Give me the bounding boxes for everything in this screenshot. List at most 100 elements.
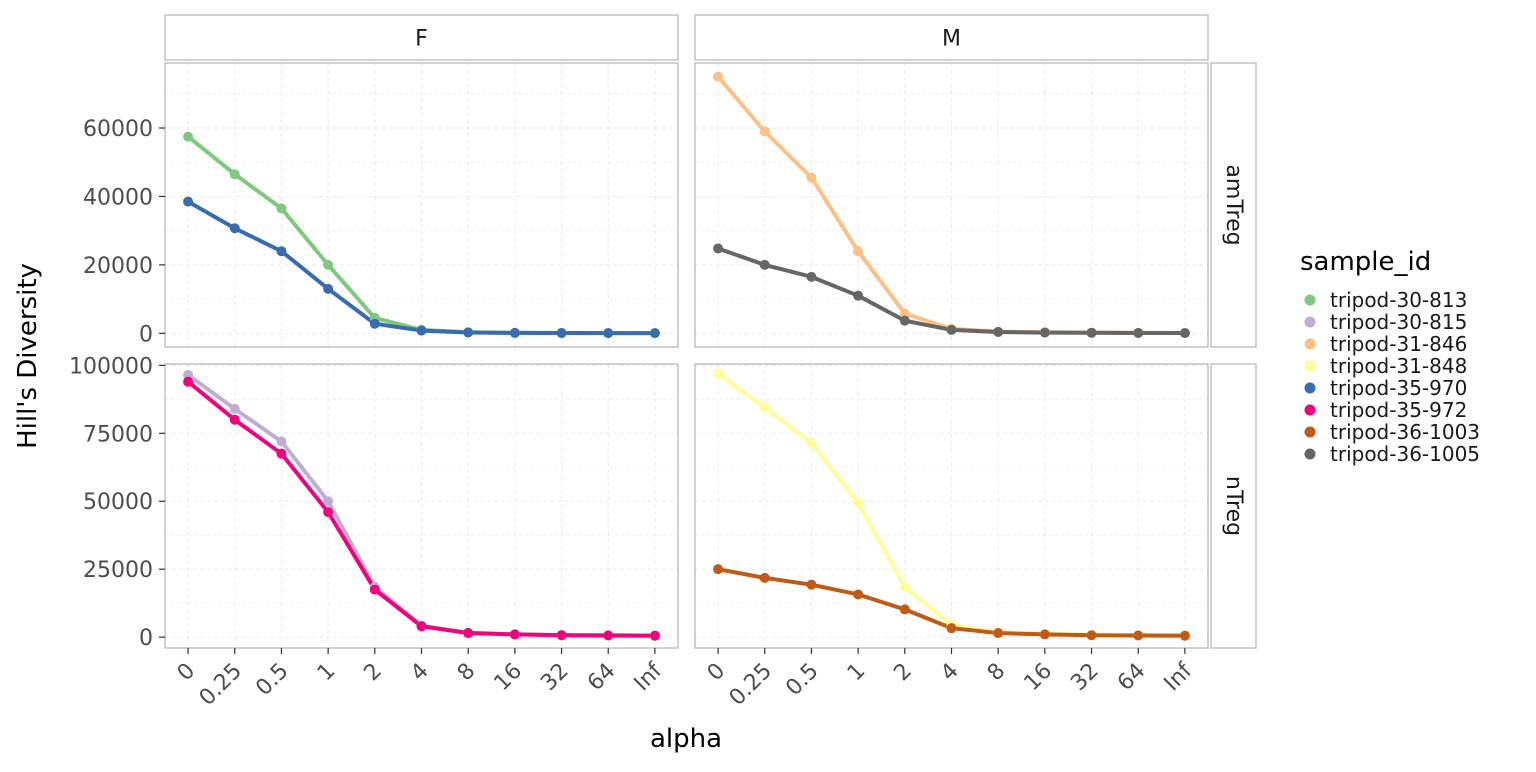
data-point-tripod-36-1005 [853,290,864,301]
data-point-tripod-36-1003 [853,589,864,600]
panel-f-ntreg [164,363,679,649]
y-tick-label: 100000 [69,354,153,379]
x-tick-label: 0.25 [725,659,777,711]
legend-key-tripod-31-846 [1304,338,1316,350]
x-tick-label: 4 [936,659,964,687]
x-tick-label: 32 [1066,659,1103,696]
facet-strip-label: F [415,27,428,52]
data-point-tripod-31-848 [899,581,910,592]
facet-strip-ntreg [1210,363,1257,649]
data-point-tripod-36-1005 [806,271,817,282]
facet-strip-f [164,14,679,61]
data-point-tripod-35-970 [183,196,194,207]
legend-label: tripod-35-972 [1330,398,1467,422]
data-point-tripod-30-813 [276,203,287,214]
data-point-tripod-35-972 [323,507,334,518]
facet-strip-label: M [942,27,961,52]
panel-f-amtreg [164,62,679,348]
data-point-tripod-36-1003 [1133,630,1144,641]
data-point-tripod-36-1005 [946,324,957,335]
data-point-tripod-35-972 [276,448,287,459]
data-point-tripod-31-846 [899,308,910,319]
y-tick-label: 0 [139,626,153,651]
data-point-tripod-35-972 [509,629,520,640]
data-point-tripod-31-846 [713,71,724,82]
legend-title: sample_id [1300,247,1431,277]
facet-strip-label: nTreg [1221,476,1246,536]
data-point-tripod-30-813 [229,169,240,180]
legend-key-tripod-35-972 [1304,404,1316,416]
y-tick-label: 20000 [83,254,153,279]
legend-label: tripod-30-815 [1330,310,1467,334]
x-tick-label: 0.5 [251,659,293,701]
x-tick-label: 8 [453,659,481,687]
data-point-tripod-30-813 [183,131,194,142]
data-point-tripod-36-1005 [899,315,910,326]
legend-key-tripod-36-1003 [1304,426,1316,438]
data-point-tripod-30-815 [229,403,240,414]
y-tick-label: 60000 [83,117,153,142]
data-point-tripod-35-970 [649,328,660,339]
data-point-tripod-30-815 [276,436,287,447]
data-point-tripod-35-972 [183,376,194,387]
legend-key-tripod-35-970 [1304,382,1316,394]
panel-border [164,62,679,348]
data-point-tripod-35-970 [463,327,474,338]
data-point-tripod-35-970 [229,223,240,234]
x-tick-label: 0.25 [195,659,247,711]
data-point-tripod-30-815 [323,496,334,507]
data-point-tripod-35-970 [556,328,567,339]
panel-m-ntreg [694,363,1209,649]
y-tick-label: 0 [139,322,153,347]
facet-strip-amtreg [1210,62,1257,348]
data-point-tripod-36-1003 [759,572,770,583]
x-axis-title: alpha [650,724,722,754]
x-tick-label: 64 [583,659,620,696]
data-point-tripod-36-1005 [1133,327,1144,338]
x-tick-label: 2 [359,659,387,687]
data-point-tripod-36-1005 [713,243,724,254]
y-tick-label: 25000 [83,558,153,583]
legend: sample_id tripod-30-813tripod-30-815trip… [1300,247,1480,466]
data-point-tripod-36-1003 [899,604,910,615]
x-tick-label: 1 [843,659,871,687]
y-tick-label: 40000 [83,185,153,210]
x-tick-label: 64 [1113,659,1150,696]
data-point-tripod-36-1003 [946,623,957,634]
data-point-tripod-31-848 [713,368,724,379]
data-point-tripod-31-848 [806,437,817,448]
x-tick-label: 2 [889,659,917,687]
data-point-tripod-36-1005 [1039,327,1050,338]
data-point-tripod-35-972 [369,584,380,595]
facet-strip-m [694,14,1209,61]
data-point-tripod-36-1005 [1086,327,1097,338]
data-point-tripod-35-972 [463,628,474,639]
data-point-tripod-36-1003 [993,628,1004,639]
x-tick-label: 4 [406,659,434,687]
legend-label: tripod-31-848 [1330,354,1467,378]
y-tick-label: 50000 [83,490,153,515]
data-point-tripod-35-970 [369,318,380,329]
data-point-tripod-31-846 [853,246,864,257]
x-tick-label: 0 [173,659,201,687]
data-point-tripod-36-1003 [1039,629,1050,640]
legend-label: tripod-31-846 [1330,332,1467,356]
facet-strip-label: amTreg [1221,164,1246,245]
data-point-tripod-35-972 [649,630,660,641]
x-tick-label: Inf [630,658,668,696]
panels-layer [164,62,1209,649]
data-point-tripod-31-846 [759,126,770,137]
x-tick-label: 0 [703,659,731,687]
data-point-tripod-31-848 [853,497,864,508]
legend-key-tripod-30-813 [1304,294,1316,306]
data-point-tripod-35-972 [603,630,614,641]
legend-label: tripod-36-1005 [1330,442,1480,466]
x-tick-label: 32 [536,659,573,696]
x-tick-label: 16 [490,659,527,696]
legend-label: tripod-35-970 [1330,376,1467,400]
data-point-tripod-35-970 [276,246,287,257]
x-tick-label: 8 [983,659,1011,687]
